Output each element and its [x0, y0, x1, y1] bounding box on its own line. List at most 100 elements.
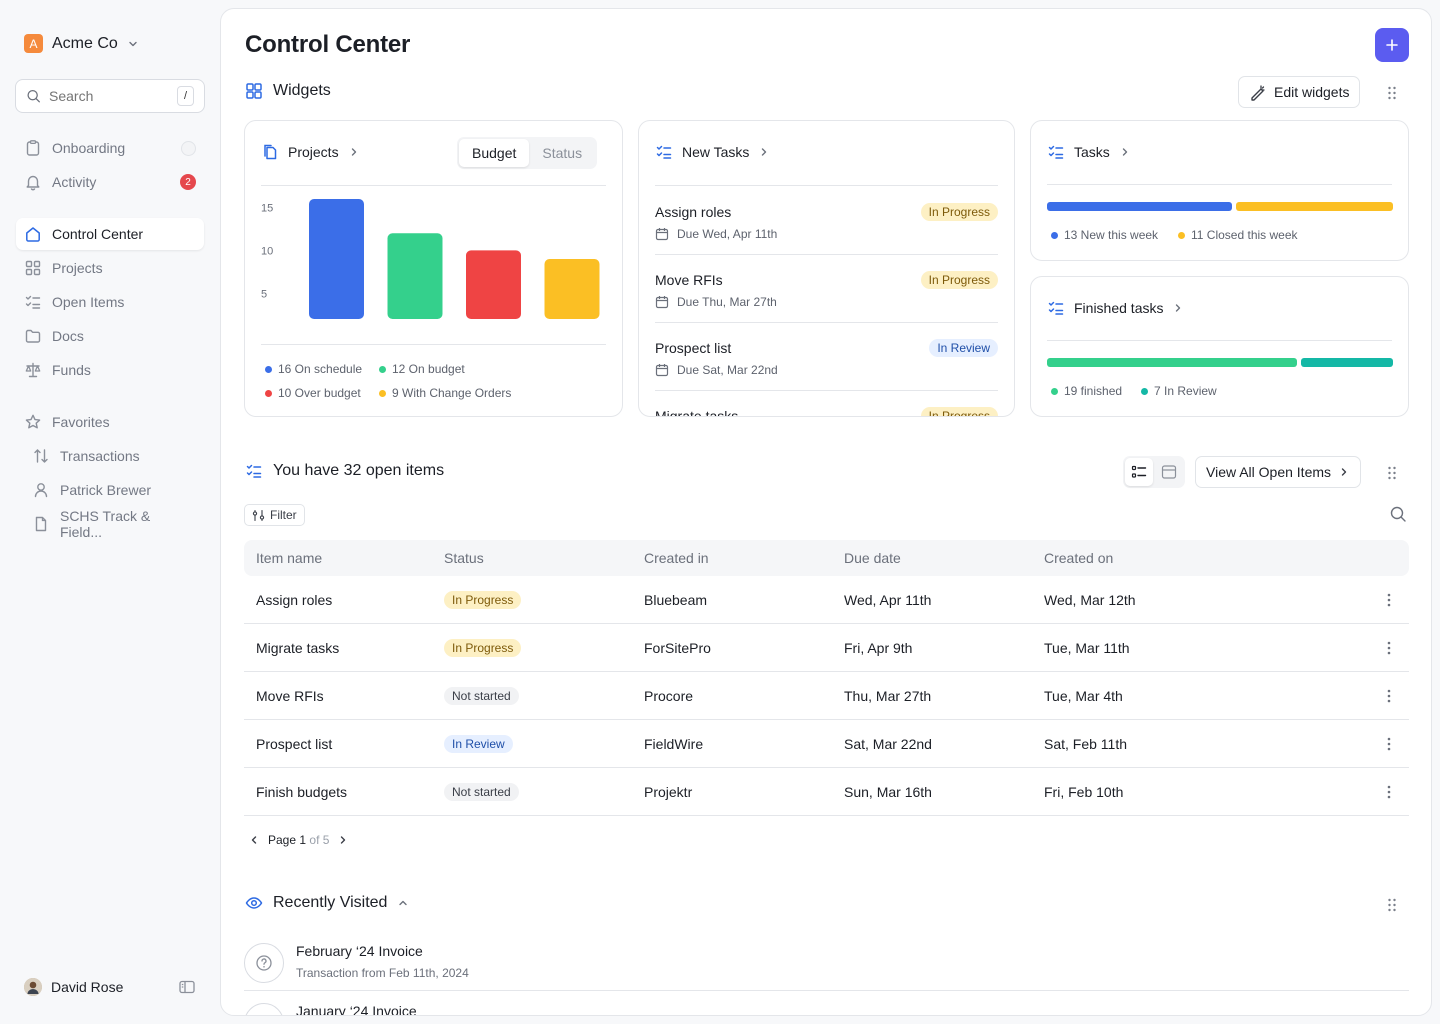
drag-handle-icon[interactable] — [1384, 85, 1400, 101]
card-view-button[interactable] — [1155, 458, 1183, 486]
row-menu-button[interactable] — [1369, 592, 1409, 608]
sidebar-toggle-icon[interactable] — [178, 978, 196, 996]
status-badge: In Review — [929, 339, 998, 357]
list-view-button[interactable] — [1125, 458, 1153, 486]
view-all-open-items-button[interactable]: View All Open Items — [1195, 456, 1362, 488]
column-header[interactable]: Created on — [1044, 550, 1114, 566]
chevron-left-icon[interactable] — [248, 834, 260, 846]
bar-with-change-orders[interactable] — [544, 259, 600, 319]
row-menu-button[interactable] — [1369, 784, 1409, 800]
checklist-icon — [25, 295, 41, 309]
table-row[interactable]: Finish budgets Not started Projektr Sun,… — [244, 768, 1409, 816]
bar-on-schedule[interactable] — [309, 199, 364, 319]
column-header[interactable]: Status — [444, 550, 484, 566]
edit-widgets-button[interactable]: Edit widgets — [1238, 76, 1361, 108]
status-badge: In Progress — [920, 407, 998, 416]
bar-on-budget[interactable] — [387, 233, 443, 319]
new-tasks-widget-header[interactable]: New Tasks — [655, 143, 770, 161]
tasks-widget-header[interactable]: Tasks — [1047, 143, 1131, 161]
task-due-text: Due Wed, Apr 11th — [677, 227, 778, 241]
folder-icon — [25, 329, 41, 343]
legend-label: 10 Over budget — [278, 386, 361, 400]
open-items-table: Item name Status Created in Due date Cre… — [244, 540, 1409, 816]
projects-widget: Projects Budget Status 5 10 15 16 On sched… — [244, 120, 623, 417]
task-name: Migrate tasks — [655, 408, 739, 417]
table-row[interactable]: Prospect list In Review FieldWire Sat, M… — [244, 720, 1409, 768]
list-item[interactable]: Migrate tasks In Progress — [655, 391, 998, 417]
tab-status[interactable]: Status — [542, 145, 583, 161]
item-name: Migrate tasks — [256, 639, 340, 656]
task-due: Due Sat, Mar 22nd — [655, 363, 778, 377]
column-header[interactable]: Due date — [844, 550, 901, 566]
filter-button[interactable]: Filter — [244, 504, 305, 526]
user-icon — [34, 483, 48, 498]
list-view-icon — [1131, 465, 1147, 478]
more-vertical-icon — [1387, 785, 1391, 798]
created-on: Sat, Feb 11th — [1044, 735, 1128, 752]
divider — [655, 185, 998, 186]
sidebar: A Acme Co / Onboarding Activity 2 Contro… — [0, 0, 220, 1024]
list-item[interactable]: January ‘24 Invoice — [244, 993, 1409, 1015]
nav-item-funds[interactable]: Funds — [16, 354, 204, 386]
row-menu-button[interactable] — [1369, 736, 1409, 752]
item-name: Finish budgets — [256, 783, 348, 800]
table-row[interactable]: Migrate tasks In Progress ForSitePro Fri… — [244, 624, 1409, 672]
tab-budget[interactable]: Budget — [459, 139, 530, 167]
search-input[interactable] — [49, 88, 169, 104]
org-logo: A — [24, 34, 43, 53]
favorite-item-patrick-brewer[interactable]: Patrick Brewer — [24, 474, 204, 506]
add-button[interactable] — [1375, 28, 1409, 62]
nav-item-open-items[interactable]: Open Items — [16, 286, 204, 318]
divider — [261, 185, 606, 186]
page-title: Control Center — [245, 31, 411, 58]
status-badge: Not started — [444, 782, 519, 801]
nav-item-docs[interactable]: Docs — [16, 320, 204, 352]
search-icon — [27, 89, 40, 103]
finished-tasks-widget-header[interactable]: Finished tasks — [1047, 299, 1184, 317]
drag-handle-icon[interactable] — [1384, 897, 1400, 913]
projects-widget-header[interactable]: Projects — [261, 143, 360, 161]
chevron-right-icon[interactable] — [337, 834, 349, 846]
org-name: Acme Co — [52, 34, 118, 52]
recent-item-subtitle: Transaction from Feb 11th, 2024 — [296, 966, 469, 980]
search-box[interactable]: / — [15, 79, 205, 113]
nav-item-favorites[interactable]: Favorites — [16, 406, 204, 438]
page-number: 1 — [299, 833, 307, 847]
table-row[interactable]: Move RFIs Not started Procore Thu, Mar 2… — [244, 672, 1409, 720]
nav-item-projects[interactable]: Projects — [16, 252, 204, 284]
nav-item-control-center[interactable]: Control Center — [16, 218, 204, 250]
row-menu-button[interactable] — [1369, 640, 1409, 656]
finished-bar — [1047, 358, 1297, 367]
checklist-icon — [656, 145, 672, 159]
new-tasks-widget-title: New Tasks — [682, 144, 750, 160]
drag-handle-icon[interactable] — [1384, 465, 1400, 481]
org-switcher[interactable]: A Acme Co — [24, 34, 139, 53]
table-row[interactable]: Assign roles In Progress Bluebeam Wed, A… — [244, 576, 1409, 624]
user-menu[interactable]: David Rose — [24, 978, 196, 996]
chevron-right-icon — [1122, 148, 1127, 156]
filter-icon — [252, 509, 265, 521]
divider — [1047, 340, 1392, 341]
row-menu-button[interactable] — [1369, 688, 1409, 704]
legend-label: 9 With Change Orders — [392, 386, 512, 400]
nav-label: Patrick Brewer — [60, 482, 152, 498]
plus-icon — [1386, 39, 1398, 51]
legend-dot — [1051, 231, 1058, 239]
list-item[interactable]: Prospect list Due Sat, Mar 22nd In Revie… — [655, 323, 998, 391]
checklist-icon — [1048, 145, 1064, 159]
list-item[interactable]: Assign roles Due Wed, Apr 11th In Progre… — [655, 187, 998, 255]
due-date: Sat, Mar 22nd — [844, 735, 932, 752]
list-item[interactable]: Move RFIs Due Thu, Mar 27th In Progress — [655, 255, 998, 323]
list-item[interactable]: February ‘24 Invoice Transaction from Fe… — [244, 933, 1409, 991]
column-header[interactable]: Item name — [256, 550, 323, 566]
nav-item-onboarding[interactable]: Onboarding — [16, 132, 204, 164]
nav-item-activity[interactable]: Activity 2 — [16, 166, 204, 198]
task-due: Due Wed, Apr 11th — [655, 227, 777, 241]
favorite-item-transactions[interactable]: Transactions — [24, 440, 204, 472]
column-header[interactable]: Created in — [644, 550, 709, 566]
search-icon[interactable] — [1389, 505, 1407, 523]
recently-visited-header[interactable]: Recently Visited — [245, 894, 409, 912]
bar-over-budget[interactable] — [466, 250, 521, 319]
divider — [1047, 184, 1392, 185]
favorite-item-schs-track[interactable]: SCHS Track & Field... — [24, 508, 204, 540]
